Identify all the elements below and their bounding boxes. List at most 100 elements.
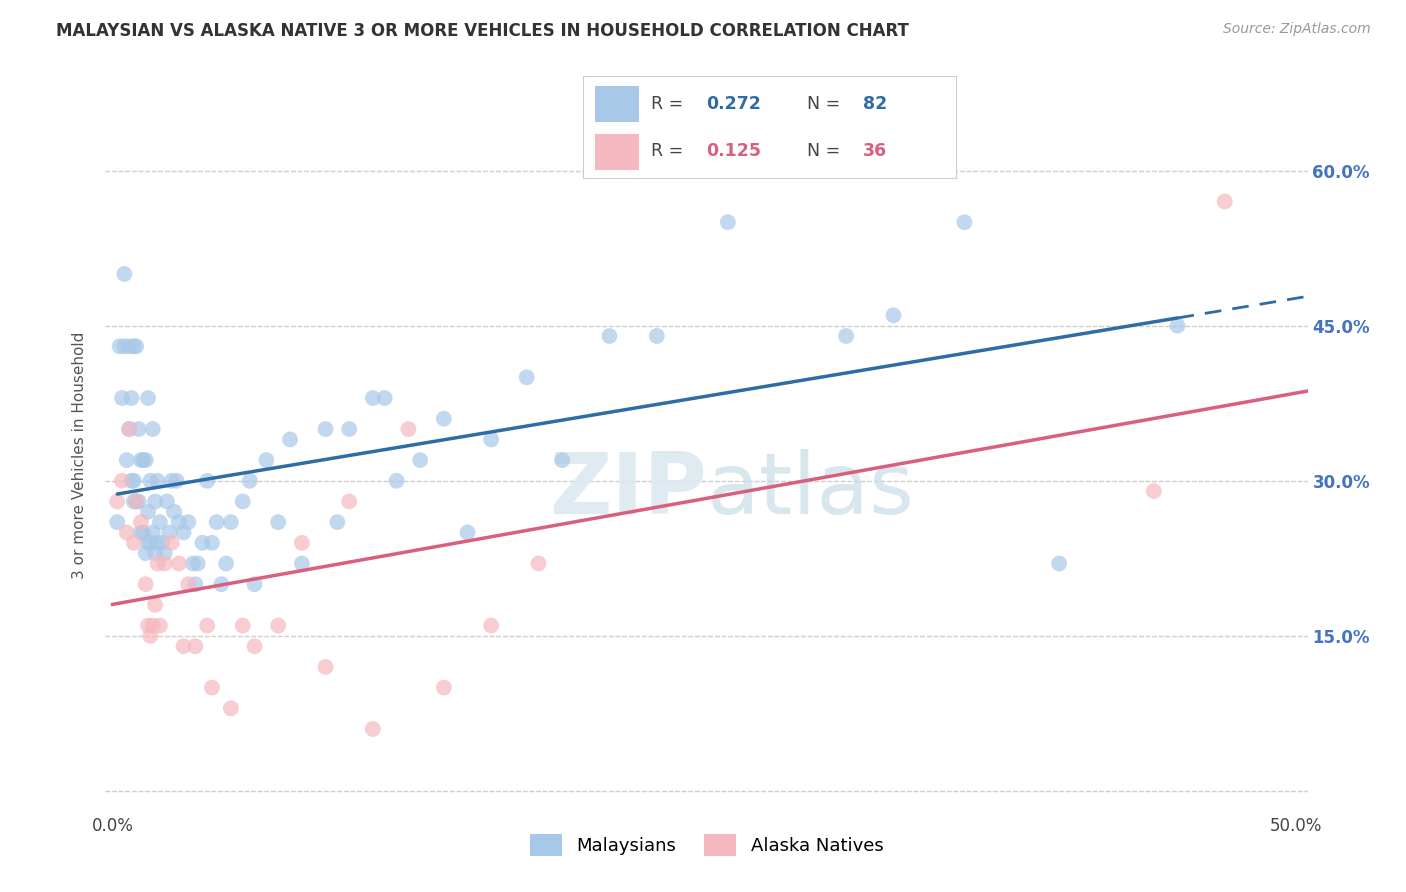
- Point: [374, 391, 396, 405]
- Point: [433, 681, 456, 695]
- Point: [181, 557, 204, 571]
- Text: 0.125: 0.125: [706, 142, 762, 160]
- Point: [361, 722, 384, 736]
- Point: [232, 494, 254, 508]
- Point: [479, 618, 502, 632]
- Point: [136, 536, 159, 550]
- Point: [121, 474, 143, 488]
- Point: [243, 577, 266, 591]
- Point: [254, 453, 277, 467]
- Point: [139, 629, 162, 643]
- Point: [142, 525, 165, 540]
- Point: [201, 681, 224, 695]
- Legend: Malaysians, Alaska Natives: Malaysians, Alaska Natives: [523, 827, 890, 863]
- Point: [243, 639, 266, 653]
- Point: [361, 391, 384, 405]
- Point: [153, 557, 176, 571]
- Point: [209, 577, 232, 591]
- Point: [105, 515, 128, 529]
- Point: [132, 525, 155, 540]
- Point: [135, 577, 157, 591]
- Point: [142, 422, 165, 436]
- Point: [153, 546, 176, 560]
- Point: [129, 515, 152, 529]
- Text: MALAYSIAN VS ALASKA NATIVE 3 OR MORE VEHICLES IN HOUSEHOLD CORRELATION CHART: MALAYSIAN VS ALASKA NATIVE 3 OR MORE VEH…: [56, 22, 910, 40]
- Point: [136, 391, 159, 405]
- Point: [122, 536, 145, 550]
- Point: [191, 536, 214, 550]
- Text: N =: N =: [807, 95, 846, 112]
- Point: [232, 618, 254, 632]
- Point: [122, 474, 145, 488]
- Point: [118, 422, 141, 436]
- FancyBboxPatch shape: [595, 87, 640, 122]
- Point: [122, 339, 145, 353]
- Point: [112, 339, 135, 353]
- Point: [150, 536, 173, 550]
- Text: R =: R =: [651, 142, 689, 160]
- Point: [157, 525, 180, 540]
- Point: [173, 525, 195, 540]
- Point: [143, 494, 166, 508]
- Point: [527, 557, 550, 571]
- Point: [219, 515, 242, 529]
- Text: N =: N =: [807, 142, 846, 160]
- Point: [433, 411, 456, 425]
- Point: [135, 453, 157, 467]
- Text: ZIP: ZIP: [548, 449, 707, 533]
- Point: [835, 329, 858, 343]
- Point: [167, 557, 190, 571]
- Point: [184, 639, 207, 653]
- Point: [337, 494, 360, 508]
- Point: [598, 329, 620, 343]
- Point: [184, 577, 207, 591]
- Point: [167, 515, 190, 529]
- Text: 36: 36: [863, 142, 887, 160]
- Point: [457, 525, 479, 540]
- Point: [125, 339, 148, 353]
- Point: [291, 557, 314, 571]
- Point: [882, 308, 904, 322]
- Point: [139, 536, 162, 550]
- Point: [156, 494, 179, 508]
- Y-axis label: 3 or more Vehicles in Household: 3 or more Vehicles in Household: [72, 331, 87, 579]
- Point: [291, 536, 314, 550]
- Point: [326, 515, 349, 529]
- Point: [129, 453, 152, 467]
- Point: [267, 618, 290, 632]
- Point: [132, 453, 155, 467]
- Text: 0.272: 0.272: [706, 95, 761, 112]
- Point: [173, 639, 195, 653]
- Point: [165, 474, 187, 488]
- Point: [136, 618, 159, 632]
- Point: [337, 422, 360, 436]
- Point: [135, 546, 157, 560]
- Point: [118, 422, 141, 436]
- Point: [139, 474, 162, 488]
- Point: [1143, 484, 1166, 499]
- Point: [142, 618, 165, 632]
- Text: R =: R =: [651, 95, 689, 112]
- Point: [143, 598, 166, 612]
- Point: [219, 701, 242, 715]
- Point: [315, 422, 337, 436]
- Point: [516, 370, 538, 384]
- Point: [187, 557, 209, 571]
- Point: [125, 494, 148, 508]
- Point: [717, 215, 740, 229]
- Point: [215, 557, 238, 571]
- Point: [125, 494, 148, 508]
- Point: [160, 474, 183, 488]
- Point: [122, 494, 145, 508]
- Point: [136, 505, 159, 519]
- Point: [396, 422, 419, 436]
- Point: [111, 474, 134, 488]
- Point: [551, 453, 574, 467]
- Point: [177, 577, 200, 591]
- Point: [645, 329, 668, 343]
- Point: [111, 391, 134, 405]
- Point: [160, 536, 183, 550]
- Point: [1213, 194, 1236, 209]
- Point: [479, 433, 502, 447]
- Point: [129, 525, 152, 540]
